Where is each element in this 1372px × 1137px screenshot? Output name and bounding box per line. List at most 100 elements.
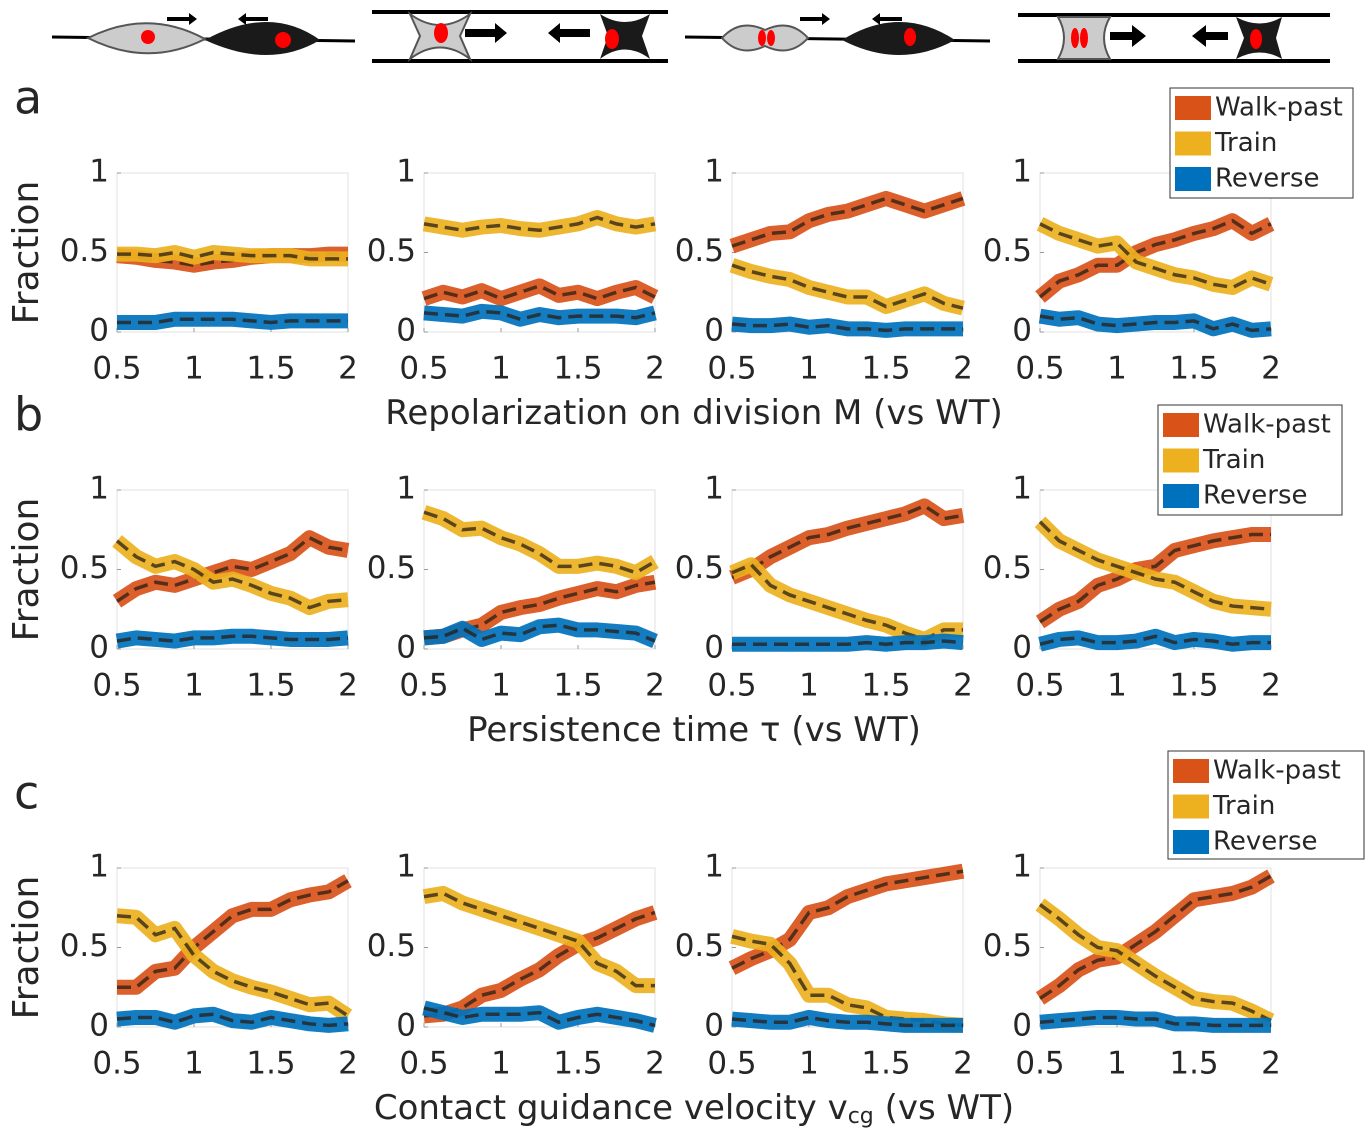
x-tick-label: 1 <box>799 668 819 704</box>
x-tick-label: 1.5 <box>553 668 602 704</box>
x-tick-label: 0.5 <box>399 668 448 704</box>
series-line <box>1039 1015 1271 1028</box>
x-tick-label: 2 <box>645 351 665 387</box>
x-tick-label: 1 <box>1107 1046 1127 1082</box>
y-tick-label: 0.5 <box>675 550 724 586</box>
series-line <box>731 1015 963 1028</box>
panel-label: b <box>14 388 43 442</box>
series-line <box>1039 634 1271 646</box>
x-tick-label: 1.5 <box>553 351 602 387</box>
x-tick-label: 1.5 <box>1169 668 1218 704</box>
x-tick-label: 1 <box>491 668 511 704</box>
x-tick-label: 2 <box>1261 1046 1281 1082</box>
series-band <box>729 498 965 585</box>
series-line <box>423 910 656 1018</box>
x-tick-label: 0.5 <box>707 668 756 704</box>
x-tick-label: 1 <box>491 1046 511 1082</box>
legend-swatch <box>1163 448 1199 473</box>
x-tick-label: 1 <box>799 1046 819 1082</box>
series-line <box>1039 874 1272 1000</box>
y-tick-label: 0 <box>89 1008 109 1044</box>
x-tick-label: 2 <box>953 668 973 704</box>
panel-label: a <box>14 71 42 125</box>
series-band <box>729 258 965 316</box>
y-tick-label: 0 <box>396 313 416 349</box>
y-tick-label: 0 <box>704 313 724 349</box>
x-tick-label: 2 <box>1261 668 1281 704</box>
y-tick-label: 1 <box>396 849 416 885</box>
x-tick-label: 2 <box>645 1046 665 1082</box>
series-line <box>1038 903 1272 1023</box>
y-tick-label: 1 <box>704 849 724 885</box>
y-tick-label: 0 <box>1012 313 1032 349</box>
series-line <box>117 317 348 325</box>
legend-label: Walk-past <box>1213 756 1341 786</box>
series-band <box>421 505 659 581</box>
y-tick-label: 1 <box>396 154 416 190</box>
y-tick-label: 0.5 <box>367 928 416 964</box>
x-axis-label: Contact guidance velocity vcg (vs WT) <box>374 1088 1014 1130</box>
x-axis-label-tail: (vs WT) <box>874 1088 1014 1128</box>
x-tick-label: 2 <box>953 1046 973 1082</box>
legend-swatch <box>1173 830 1209 854</box>
series-line <box>116 634 349 643</box>
x-tick-label: 0.5 <box>1015 668 1064 704</box>
y-axis-label: Fraction <box>6 181 47 325</box>
panel-label: c <box>14 766 39 820</box>
y-tick-label: 0.5 <box>675 233 724 269</box>
y-tick-label: 0 <box>704 630 724 666</box>
y-tick-label: 0.5 <box>60 928 109 964</box>
y-tick-label: 1 <box>1012 471 1032 507</box>
series-line <box>115 539 349 610</box>
x-axis-label-main: Repolarization on division M (vs WT) <box>385 393 1003 433</box>
series-line <box>1039 532 1271 624</box>
y-tick-label: 1 <box>704 154 724 190</box>
x-tick-label: 0.5 <box>399 351 448 387</box>
legend-label: Train <box>1212 791 1275 821</box>
series-line <box>117 879 349 989</box>
series-line <box>731 196 964 248</box>
series-line <box>1038 520 1272 611</box>
legend-swatch <box>1175 167 1211 191</box>
series-line <box>423 510 656 575</box>
x-tick-label: 1.5 <box>861 351 910 387</box>
legend-swatch <box>1173 794 1209 819</box>
series-line <box>116 535 349 603</box>
legend-swatch <box>1175 131 1211 156</box>
legend-label: Reverse <box>1203 481 1308 511</box>
series-band <box>728 863 965 975</box>
legend-label: Reverse <box>1213 827 1318 857</box>
x-tick-label: 2 <box>645 668 665 704</box>
x-tick-label: 1 <box>799 351 819 387</box>
y-tick-label: 0 <box>1012 1008 1032 1044</box>
x-tick-label: 2 <box>338 668 358 704</box>
x-tick-label: 2 <box>953 351 973 387</box>
x-tick-label: 0.5 <box>92 1046 141 1082</box>
schematics <box>51 10 1330 63</box>
x-tick-label: 2 <box>338 351 358 387</box>
x-tick-label: 1 <box>1107 351 1127 387</box>
x-tick-label: 2 <box>338 1046 358 1082</box>
series-band <box>730 929 964 1033</box>
series-line <box>423 623 656 643</box>
y-tick-label: 0 <box>89 630 109 666</box>
legend-label: Reverse <box>1215 164 1320 194</box>
legend-swatch <box>1163 484 1199 508</box>
schematic-4 <box>1018 13 1330 63</box>
x-tick-label: 1.5 <box>1169 1046 1218 1082</box>
series-line <box>1039 314 1272 333</box>
y-tick-label: 0.5 <box>367 550 416 586</box>
legend-swatch <box>1173 759 1209 783</box>
y-axis-label: Fraction <box>6 498 47 642</box>
series-line <box>1039 222 1272 290</box>
series-line <box>423 891 655 988</box>
series-line <box>423 215 656 233</box>
x-tick-label: 1 <box>184 668 204 704</box>
y-tick-label: 0.5 <box>675 928 724 964</box>
y-tick-label: 1 <box>89 849 109 885</box>
y-tick-label: 1 <box>396 471 416 507</box>
x-axis-label: Persistence time τ (vs WT) <box>467 710 921 750</box>
y-tick-label: 0 <box>1012 630 1032 666</box>
legend-label: Walk-past <box>1215 93 1343 123</box>
